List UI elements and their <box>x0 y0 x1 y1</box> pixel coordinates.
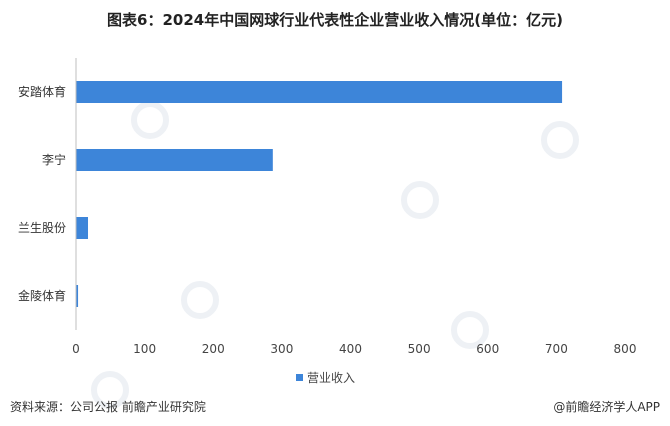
chart-title: 图表6：2024年中国网球行业代表性企业营业收入情况(单位：亿元) <box>107 11 563 29</box>
bar-1 <box>76 149 273 171</box>
category-label-2: 兰生股份 <box>18 221 66 235</box>
category-label-0: 安踏体育 <box>18 84 66 99</box>
legend-swatch <box>296 374 303 381</box>
source-note: 资料来源：公司公报 前瞻产业研究院 <box>10 400 206 414</box>
x-tick-label-1: 100 <box>133 342 156 356</box>
x-tick-label-2: 200 <box>202 342 225 356</box>
category-label-1: 李宁 <box>42 152 66 167</box>
watermark-logo-4 <box>451 311 489 349</box>
x-tick-label-8: 800 <box>614 342 637 356</box>
bars-group <box>76 81 563 307</box>
watermark-layer <box>91 101 579 409</box>
watermark-logo-1 <box>401 181 439 219</box>
x-tick-labels: 0 100 200 300 400 500 600 700 800 <box>72 342 636 356</box>
bar-0 <box>76 81 563 103</box>
x-tick-label-5: 500 <box>408 342 431 356</box>
x-tick-label-0: 0 <box>72 342 80 356</box>
brand-credit: @前瞻经济学人APP <box>553 400 660 414</box>
bar-3 <box>76 285 79 307</box>
x-tick-label-7: 700 <box>545 342 568 356</box>
watermark-logo-5 <box>91 371 129 409</box>
watermark-logo-3 <box>181 281 219 319</box>
watermark-logo-2 <box>541 121 579 159</box>
x-tick-label-6: 600 <box>476 342 499 356</box>
x-tick-label-4: 400 <box>339 342 362 356</box>
category-label-3: 金陵体育 <box>18 288 66 303</box>
legend-label: 营业收入 <box>307 371 355 385</box>
x-tick-label-3: 300 <box>270 342 293 356</box>
watermark-logo-0 <box>131 101 169 139</box>
bar-2 <box>76 217 89 239</box>
legend: 营业收入 <box>296 371 355 385</box>
